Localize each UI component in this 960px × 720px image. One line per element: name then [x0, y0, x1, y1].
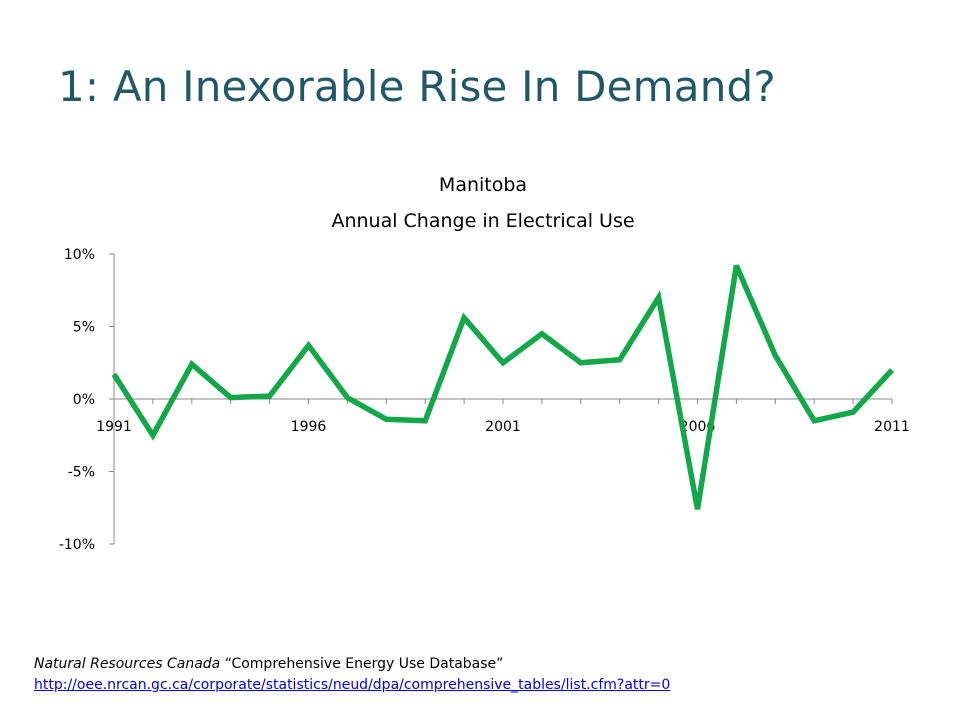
x-tick-label: 1996	[291, 419, 327, 435]
data-point	[539, 331, 544, 336]
data-point	[384, 417, 389, 422]
data-point	[656, 295, 661, 300]
source-database: “Comprehensive Energy Use Database”	[224, 656, 504, 672]
y-tick-label: 10%	[64, 247, 95, 263]
slide-title: 1: An Inexorable Rise In Demand?	[58, 62, 776, 111]
data-point	[890, 368, 895, 373]
source-org: Natural Resources Canada	[34, 656, 221, 672]
series-line	[111, 264, 895, 510]
y-tick-label: 5%	[73, 320, 95, 336]
source-link[interactable]: http://oee.nrcan.gc.ca/corporate/statist…	[34, 677, 671, 693]
chart-title-line-2: Annual Change in Electrical Use	[331, 210, 634, 232]
y-tick-label: -10%	[59, 537, 95, 553]
data-point	[345, 395, 350, 400]
data-point	[189, 362, 194, 367]
data-point	[150, 433, 155, 438]
data-point	[228, 395, 233, 400]
data-point	[734, 263, 739, 268]
source-citation: Natural Resources Canada “Comprehensive …	[34, 654, 670, 696]
chart-title-line-1: Manitoba	[439, 174, 527, 196]
x-tick-label: 2006	[680, 419, 716, 435]
data-point	[306, 343, 311, 348]
data-point	[773, 353, 778, 358]
y-tick-label: -5%	[68, 465, 95, 481]
data-point	[501, 360, 506, 365]
data-point	[462, 315, 467, 320]
line-chart: Manitoba Annual Change in Electrical Use…	[59, 174, 910, 553]
data-point	[617, 357, 622, 362]
x-tick-label: 2011	[874, 419, 910, 435]
data-point	[267, 394, 272, 399]
x-tick-label: 1991	[96, 419, 132, 435]
data-point	[112, 372, 117, 377]
x-tick-label: 2001	[485, 419, 521, 435]
data-point	[812, 418, 817, 423]
data-point	[851, 410, 856, 415]
data-point	[578, 360, 583, 365]
data-point	[423, 418, 428, 423]
data-point	[695, 507, 700, 512]
y-tick-label: 0%	[73, 392, 95, 408]
